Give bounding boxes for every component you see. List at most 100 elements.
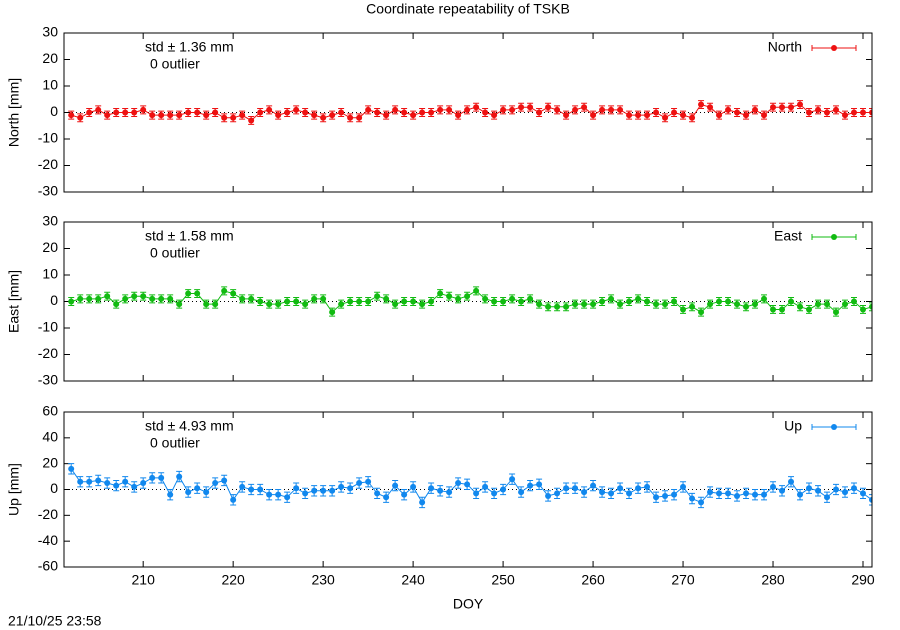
y-tick-label: 20 [42, 454, 58, 470]
plot-area [68, 463, 872, 509]
y-tick-label: 0 [50, 480, 58, 496]
data-point [644, 112, 651, 119]
error-bar [869, 494, 872, 506]
data-point [104, 480, 111, 487]
data-point [509, 476, 516, 483]
data-point [401, 298, 408, 305]
data-point [86, 295, 93, 302]
data-point [653, 109, 660, 116]
data-point [779, 487, 786, 494]
data-point [824, 494, 831, 501]
data-point [707, 489, 714, 496]
data-line [70, 468, 872, 504]
data-point [437, 290, 444, 297]
data-point [410, 298, 417, 305]
data-point [266, 106, 273, 113]
data-point [203, 301, 210, 308]
data-point [797, 303, 804, 310]
data-point [266, 301, 273, 308]
data-point [338, 301, 345, 308]
data-point [536, 301, 543, 308]
data-point [689, 495, 696, 502]
data-point [743, 490, 750, 497]
data-point [410, 112, 417, 119]
data-point [347, 298, 354, 305]
data-point [572, 485, 579, 492]
data-point [383, 295, 390, 302]
data-point [869, 109, 872, 116]
data-point [212, 109, 219, 116]
data-point [221, 477, 228, 484]
y-tick-label: -40 [38, 532, 58, 548]
data-point [680, 483, 687, 490]
data-point [401, 491, 408, 498]
data-point [131, 293, 138, 300]
data-point [95, 106, 102, 113]
data-point [770, 306, 777, 313]
data-point [752, 491, 759, 498]
data-point [419, 109, 426, 116]
data-point [284, 109, 291, 116]
data-point [374, 109, 381, 116]
data-point [68, 465, 75, 472]
data-point [770, 483, 777, 490]
data-point [284, 298, 291, 305]
data-point [860, 306, 867, 313]
x-tick-label: 240 [401, 572, 425, 588]
data-point [662, 492, 669, 499]
data-point [167, 112, 174, 119]
data-point [176, 112, 183, 119]
data-point [806, 306, 813, 313]
data-point [482, 109, 489, 116]
data-point [230, 496, 237, 503]
data-point [860, 109, 867, 116]
data-point [230, 290, 237, 297]
data-point [491, 298, 498, 305]
data-point [428, 298, 435, 305]
data-point [761, 491, 768, 498]
data-point [149, 474, 156, 481]
data-point [590, 301, 597, 308]
data-point [446, 293, 453, 300]
data-point [500, 298, 507, 305]
data-point [617, 301, 624, 308]
data-point [131, 483, 138, 490]
data-point [239, 112, 246, 119]
data-point [167, 491, 174, 498]
data-point [311, 487, 318, 494]
data-point [428, 485, 435, 492]
data-point [770, 104, 777, 111]
data-point [698, 309, 705, 316]
data-point [518, 489, 525, 496]
data-point [671, 491, 678, 498]
data-point [806, 485, 813, 492]
data-point [131, 109, 138, 116]
data-point [617, 106, 624, 113]
plot-frame [63, 411, 873, 568]
x-tick-label: 270 [671, 572, 695, 588]
data-point [572, 301, 579, 308]
data-point [554, 106, 561, 113]
y-tick-label: -30 [38, 372, 58, 388]
data-point [761, 112, 768, 119]
x-axis-label: DOY [453, 596, 484, 612]
data-point [203, 489, 210, 496]
y-tick-label: 60 [42, 403, 58, 419]
legend-marker [831, 234, 837, 240]
data-point [824, 109, 831, 116]
data-point [212, 480, 219, 487]
data-point [518, 104, 525, 111]
data-point [68, 298, 75, 305]
data-point [275, 301, 282, 308]
y-tick-label: -20 [38, 345, 58, 361]
data-point [779, 104, 786, 111]
y-tick-label: 40 [42, 429, 58, 445]
data-point [329, 112, 336, 119]
data-point [86, 109, 93, 116]
data-point [329, 309, 336, 316]
data-point [662, 114, 669, 121]
x-tick-label: 290 [851, 572, 875, 588]
y-tick-label: -10 [38, 130, 58, 146]
data-point [293, 298, 300, 305]
data-point [833, 486, 840, 493]
